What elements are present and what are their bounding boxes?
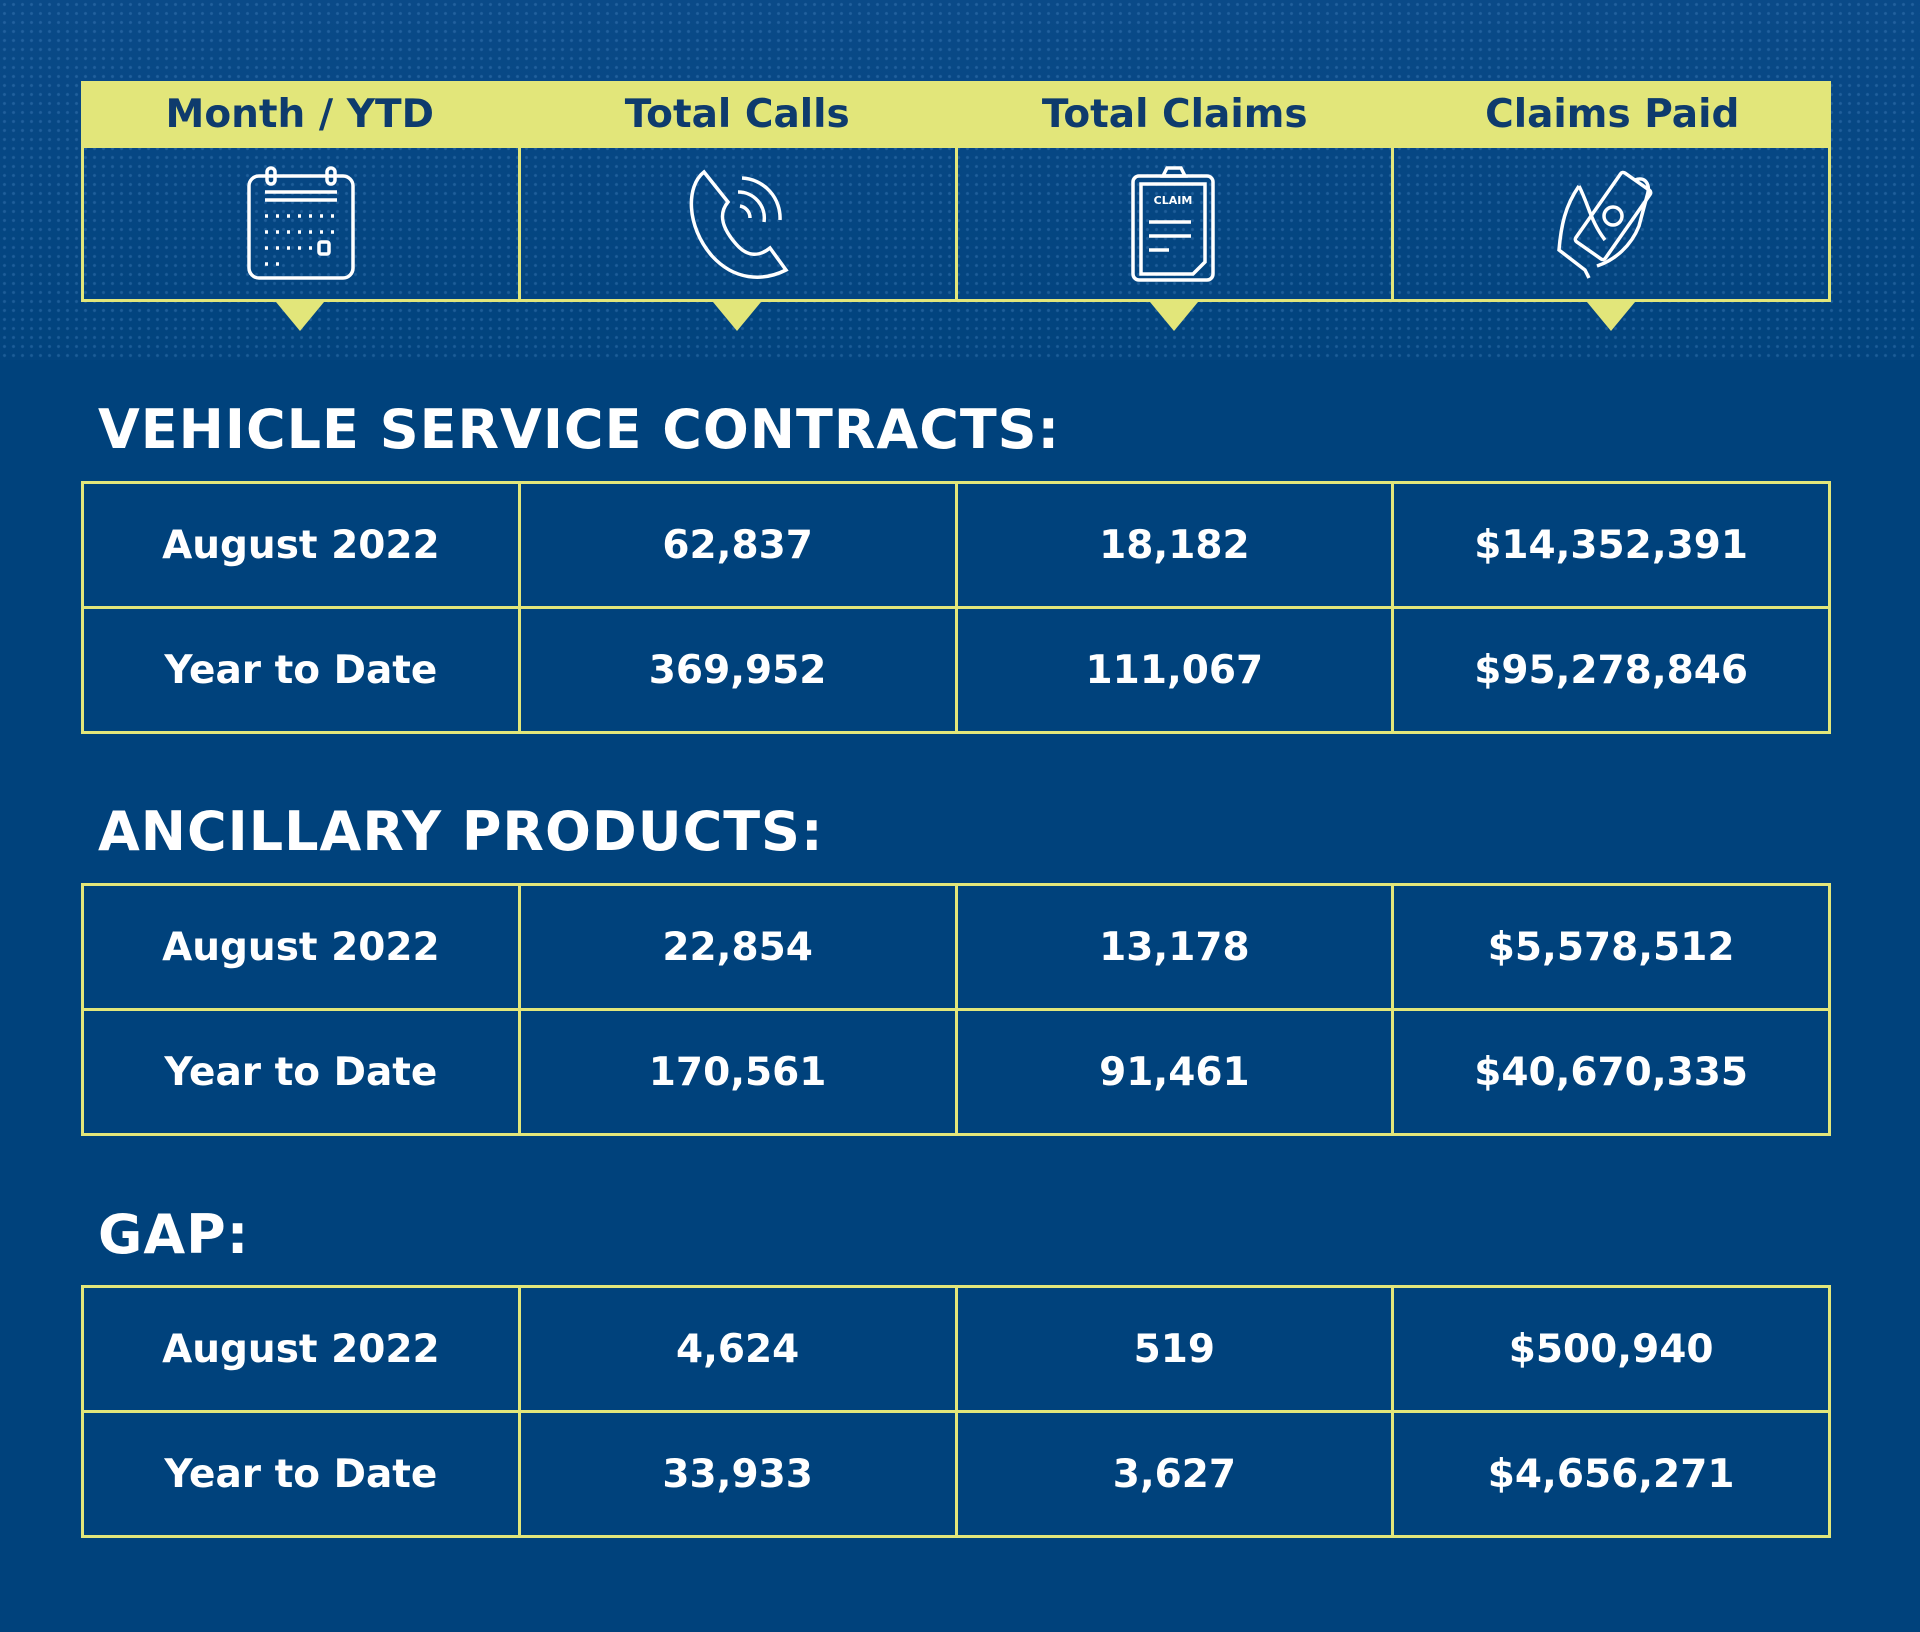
- cell-period: August 2022: [84, 1288, 521, 1410]
- cell-period: August 2022: [84, 886, 521, 1008]
- icon-row: CLAIM: [81, 148, 1831, 302]
- cell-claims-paid: $14,352,391: [1474, 522, 1749, 568]
- background: [0, 360, 1920, 1632]
- pointer-triangle: [276, 302, 324, 331]
- table-row: Year to Date 170,561 91,461 $40,670,335: [84, 1008, 1828, 1133]
- cell-total-claims: 111,067: [958, 609, 1395, 731]
- cell-claims-paid: $500,940: [1508, 1326, 1714, 1372]
- phone-icon: [521, 148, 958, 299]
- table-gap: August 2022 4,624 519 $500,940 Year to D…: [81, 1285, 1831, 1538]
- cell-total-claims: 519: [958, 1288, 1395, 1410]
- table-row: August 2022 62,837 18,182 $14,352,391: [84, 484, 1828, 606]
- header-total-calls: Total Calls: [624, 92, 850, 137]
- cell-claims-paid: $40,670,335: [1474, 1049, 1749, 1095]
- hand-money-icon: [1394, 148, 1828, 299]
- section-title-gap: GAP:: [98, 1203, 250, 1266]
- pointer-triangle: [1150, 302, 1198, 331]
- table-row: August 2022 4,624 519 $500,940: [84, 1288, 1828, 1410]
- cell-total-calls: 33,933: [521, 1413, 958, 1535]
- cell-total-calls: 22,854: [521, 886, 958, 1008]
- header-total-claims: Total Claims: [1041, 92, 1308, 137]
- section-title-vsc: VEHICLE SERVICE CONTRACTS:: [98, 398, 1061, 461]
- cell-total-calls: 170,561: [521, 1011, 958, 1133]
- claim-clipboard-icon: CLAIM: [958, 148, 1395, 299]
- cell-claims-paid: $5,578,512: [1487, 924, 1735, 970]
- cell-total-claims: 13,178: [958, 886, 1395, 1008]
- section-title-ancillary: ANCILLARY PRODUCTS:: [98, 800, 824, 863]
- cell-total-calls: 4,624: [521, 1288, 958, 1410]
- cell-total-claims: 18,182: [958, 484, 1395, 606]
- pointer-triangle: [1587, 302, 1635, 331]
- cell-claims-paid: $95,278,846: [1474, 647, 1749, 693]
- cell-period: Year to Date: [84, 1413, 521, 1535]
- header-row: Month / YTD Total Calls Total Claims Cla…: [81, 81, 1831, 148]
- table-row: Year to Date 369,952 111,067 $95,278,846: [84, 606, 1828, 731]
- cell-period: Year to Date: [84, 1011, 521, 1133]
- cell-total-calls: 369,952: [521, 609, 958, 731]
- table-ancillary: August 2022 22,854 13,178 $5,578,512 Yea…: [81, 883, 1831, 1136]
- calendar-icon: [84, 148, 521, 299]
- header-claims-paid: Claims Paid: [1485, 92, 1740, 137]
- svg-text:CLAIM: CLAIM: [1154, 194, 1193, 207]
- cell-total-claims: 91,461: [958, 1011, 1395, 1133]
- cell-total-calls: 62,837: [521, 484, 958, 606]
- cell-period: Year to Date: [84, 609, 521, 731]
- header-month-ytd: Month / YTD: [165, 92, 434, 137]
- pointer-triangle: [713, 302, 761, 331]
- table-row: August 2022 22,854 13,178 $5,578,512: [84, 886, 1828, 1008]
- table-vsc: August 2022 62,837 18,182 $14,352,391 Ye…: [81, 481, 1831, 734]
- cell-period: August 2022: [84, 484, 521, 606]
- cell-claims-paid: $4,656,271: [1487, 1451, 1735, 1497]
- table-row: Year to Date 33,933 3,627 $4,656,271: [84, 1410, 1828, 1535]
- cell-total-claims: 3,627: [958, 1413, 1395, 1535]
